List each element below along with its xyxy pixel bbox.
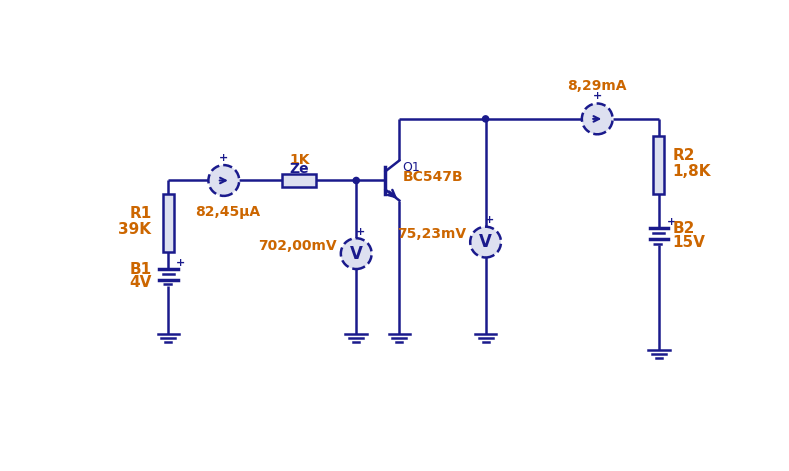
Bar bbox=[163, 194, 174, 252]
Text: Ze: Ze bbox=[290, 162, 309, 176]
Text: 1,8K: 1,8K bbox=[673, 164, 711, 179]
Text: +: + bbox=[593, 91, 602, 101]
Text: +: + bbox=[667, 217, 676, 227]
Text: 39K: 39K bbox=[118, 221, 151, 236]
Text: B1: B1 bbox=[129, 261, 151, 276]
Circle shape bbox=[581, 104, 612, 134]
Text: BC547B: BC547B bbox=[402, 170, 463, 184]
Circle shape bbox=[353, 178, 359, 184]
Text: Q1: Q1 bbox=[402, 160, 421, 173]
Text: +: + bbox=[176, 258, 185, 268]
Text: R2: R2 bbox=[673, 148, 695, 163]
Text: 4V: 4V bbox=[129, 276, 151, 291]
Circle shape bbox=[470, 227, 501, 258]
Text: 702,00mV: 702,00mV bbox=[258, 239, 337, 253]
Text: 82,45μA: 82,45μA bbox=[195, 205, 260, 219]
Text: V: V bbox=[479, 233, 492, 251]
Text: R1: R1 bbox=[129, 206, 151, 221]
Circle shape bbox=[208, 165, 239, 196]
Text: V: V bbox=[350, 244, 363, 263]
Text: 8,29mA: 8,29mA bbox=[567, 79, 627, 93]
Text: +: + bbox=[484, 215, 494, 225]
Circle shape bbox=[341, 238, 372, 269]
Text: 1K: 1K bbox=[289, 153, 309, 167]
Text: +: + bbox=[356, 227, 365, 237]
Circle shape bbox=[483, 116, 488, 122]
Bar bbox=[282, 174, 316, 187]
Text: B2: B2 bbox=[673, 221, 695, 236]
Text: 15V: 15V bbox=[673, 235, 705, 250]
Text: +: + bbox=[219, 153, 229, 163]
Text: 75,23mV: 75,23mV bbox=[397, 227, 466, 242]
Bar bbox=[653, 136, 664, 195]
